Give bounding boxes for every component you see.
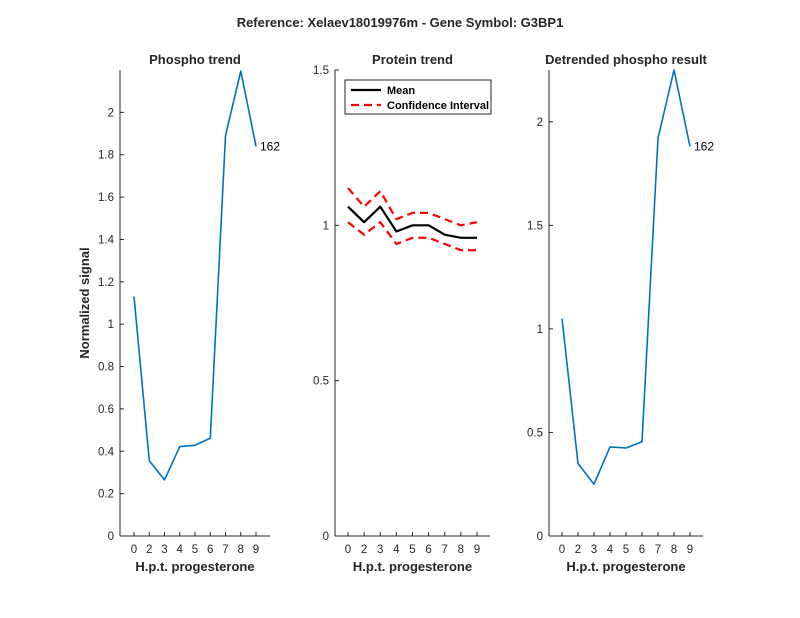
y-tick-label: 1.8 [98,150,114,162]
y-tick-label: 0.5 [313,376,329,388]
x-tick-label: 0 [345,544,351,556]
y-tick-label: 0 [108,531,114,543]
x-tick-label: 9 [253,544,259,556]
y-tick-label: 1.5 [313,65,329,77]
x-tick-label: 7 [655,544,661,556]
y-tick-label: 2 [108,107,114,119]
x-tick-label: 9 [687,544,693,556]
legend-entry-confidence-interval: Confidence Interval [387,100,489,112]
x-tick-label: 5 [409,544,415,556]
detrended-phospho-xlabel: H.p.t. progesterone [566,559,685,574]
x-tick-label: 4 [607,544,614,556]
x-tick-label: 4 [393,544,400,556]
y-tick-label: 0.4 [98,446,115,458]
y-tick-label: 0.8 [98,362,114,374]
y-tick-label: 1 [108,319,114,331]
x-tick-label: 5 [623,544,629,556]
protein-trend-title: Protein trend [372,52,453,67]
y-tick-label: 2 [537,117,543,129]
x-tick-label: 3 [591,544,597,556]
y-tick-label: 1.4 [98,234,115,246]
phospho-trend-axes: Phospho trend H.p.t. progesterone Normal… [77,52,280,574]
x-tick-label: 9 [474,544,480,556]
y-tick-label: 1.5 [527,220,543,232]
x-tick-label: 6 [207,544,213,556]
y-tick-label: 0.5 [527,427,543,439]
x-tick-label: 6 [425,544,431,556]
protein-trend-series-line [347,187,478,227]
detrended-phospho-axes: Detrended phospho result H.p.t. progeste… [527,52,714,574]
phospho-trend-title: Phospho trend [149,52,241,67]
protein-trend-xlabel: H.p.t. progesterone [353,559,472,574]
x-tick-label: 2 [361,544,367,556]
y-tick-label: 1.6 [98,192,114,204]
protein-trend-series-line [347,221,477,252]
legend-box [344,79,492,115]
protein-trend-series-line [347,205,477,239]
x-tick-label: 4 [177,544,184,556]
protein-trend-axes: Protein trend H.p.t. progesterone Mean C… [313,52,492,574]
x-tick-label: 3 [377,544,383,556]
y-tick-label: 0 [323,531,329,543]
figure-suptitle: Reference: Xelaev18019976m - Gene Symbol… [237,15,564,30]
x-tick-label: 6 [639,544,645,556]
phospho-trend-point-annotation: 162 [260,139,280,153]
y-tick-label: 1 [323,220,329,232]
phospho-trend-series-line [133,70,257,481]
y-tick-label: 1.2 [98,277,114,289]
detrended-phospho-point-annotation: 162 [694,140,714,154]
y-tick-label: 0 [537,531,543,543]
x-tick-label: 8 [458,544,464,556]
x-tick-label: 2 [575,544,581,556]
x-tick-label: 8 [238,544,244,556]
detrended-phospho-series-line [561,69,691,486]
x-tick-label: 8 [671,544,677,556]
legend-entry-mean: Mean [387,85,415,97]
protein-trend-legend: Mean Confidence Interval [344,79,492,115]
x-tick-label: 2 [146,544,152,556]
x-tick-label: 5 [192,544,198,556]
y-tick-label: 0.6 [98,404,114,416]
y-tick-label: 1 [537,324,543,336]
x-tick-label: 3 [161,544,167,556]
phospho-trend-ylabel: Normalized signal [77,247,92,358]
x-tick-label: 7 [222,544,228,556]
detrended-phospho-title: Detrended phospho result [545,52,707,67]
x-tick-label: 7 [442,544,448,556]
phospho-trend-xlabel: H.p.t. progesterone [135,559,254,574]
x-tick-label: 0 [559,544,565,556]
x-tick-label: 0 [131,544,137,556]
y-tick-label: 0.2 [98,489,114,501]
